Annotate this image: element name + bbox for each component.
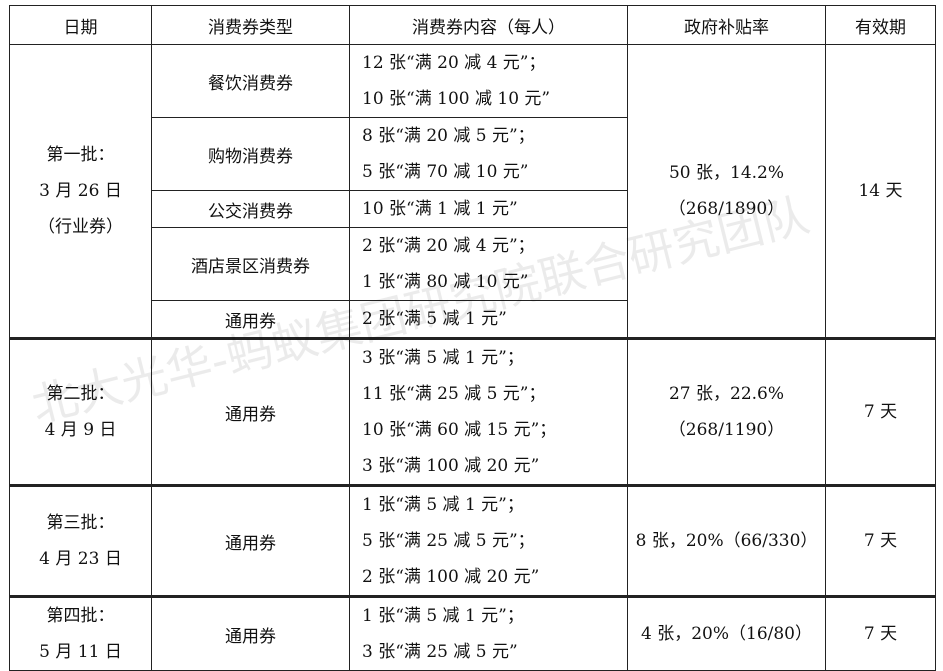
date-line: 第二批： [46,384,115,404]
batch4-validity: 7 天 [825,595,936,671]
content-line: 10 张“满 1 减 1 元” [362,199,518,219]
coupon-type: 购物消费券 [151,117,350,191]
batch3-validity: 7 天 [825,484,936,597]
content-line: 5 张“满 70 减 10 元” [362,162,529,182]
batch4-subsidy: 4 张，20%（16/80） [627,595,826,671]
content-line: 1 张“满 5 减 1 元”； [362,606,524,626]
batch2-date: 第二批： 4 月 9 日 [9,337,152,486]
coupon-content: 1 张“满 5 减 1 元”； 5 张“满 25 减 5 元”； 2 张“满 100… [349,484,628,597]
table-row: 第一批： 3 月 26 日 （行业券） 餐饮消费券 12 张“满 20 减 4 … [9,44,936,339]
date-line: 第四批： [46,606,115,626]
table-row: 第四批： 5 月 11 日 通用券 1 张“满 5 减 1 元”； 3 张“满 25… [9,595,936,671]
content-line: 10 张“满 100 减 10 元” [362,89,551,109]
subsidy-line: 50 张，14.2% [668,163,785,183]
coupon-content: 2 张“满 5 减 1 元” [349,300,628,339]
coupon-content: 10 张“满 1 减 1 元” [349,190,628,228]
table-row: 第三批： 4 月 23 日 通用券 1 张“满 5 减 1 元”； 5 张“满 25… [9,484,936,597]
content-line: 10 张“满 60 减 15 元”； [362,420,557,440]
table-row: 公交消费券 10 张“满 1 减 1 元” [10,190,936,228]
coupon-content: 1 张“满 5 减 1 元”； 3 张“满 25 减 5 元” [349,595,628,671]
header-subsidy: 政府补贴率 [627,5,826,45]
content-line: 12 张“满 20 减 4 元”； [362,53,546,73]
batch1-validity: 14 天 [825,44,936,339]
coupon-content: 8 张“满 20 减 5 元”； 5 张“满 70 减 10 元” [349,117,628,191]
coupon-content: 12 张“满 20 减 4 元”； 10 张“满 100 减 10 元” [349,44,628,118]
date-line: 4 月 9 日 [44,420,117,440]
coupon-type: 通用券 [151,337,350,486]
batch3-subsidy: 8 张，20%（66/330） [627,484,826,597]
content-line: 3 张“满 100 减 20 元” [362,456,540,476]
content-line: 3 张“满 5 减 1 元”； [362,348,524,368]
content-line: 1 张“满 80 减 10 元” [362,272,529,292]
batch2-validity: 7 天 [825,337,936,486]
coupon-type: 通用券 [151,484,350,597]
table-row: 通用券 2 张“满 5 减 1 元” [10,300,936,339]
date-line: 4 月 23 日 [39,549,122,569]
header-validity: 有效期 [825,5,936,45]
content-line: 1 张“满 5 减 1 元”； [362,495,524,515]
coupon-type: 通用券 [151,300,350,339]
batch3-date: 第三批： 4 月 23 日 [9,484,152,597]
date-line: 5 月 11 日 [39,642,122,662]
batch1-date: 第一批： 3 月 26 日 （行业券） [9,44,152,339]
subsidy-line: （268/1190） [668,420,785,440]
batch1-subsidy: 50 张，14.2% （268/1890） [627,44,826,339]
content-line: 2 张“满 100 减 20 元” [362,567,540,587]
content-line: 8 张“满 20 减 5 元”； [362,126,535,146]
header-row: 日期 消费券类型 消费券内容（每人） 政府补贴率 有效期 [9,5,936,45]
batch4-date: 第四批： 5 月 11 日 [9,595,152,671]
header-date: 日期 [9,5,152,45]
coupon-type: 公交消费券 [151,190,350,228]
date-line: 3 月 26 日 [39,181,122,201]
subsidy-line: （268/1890） [668,199,785,219]
table-row: 第二批： 4 月 9 日 通用券 3 张“满 5 减 1 元”； 11 张“满 25… [9,337,936,486]
table-row: 酒店景区消费券 2 张“满 20 减 4 元”； 1 张“满 80 减 10 元” [10,227,936,301]
subsidy-line: 27 张，22.6% [668,384,785,404]
content-line: 2 张“满 5 减 1 元” [362,309,507,329]
coupon-type: 餐饮消费券 [151,44,350,118]
coupon-type: 通用券 [151,595,350,671]
coupon-table: 日期 消费券类型 消费券内容（每人） 政府补贴率 有效期 第一批： 3 月 26… [9,5,936,671]
date-line: （行业券） [38,217,123,237]
content-line: 2 张“满 20 减 4 元”； [362,236,535,256]
coupon-type: 酒店景区消费券 [151,227,350,301]
content-line: 11 张“满 25 减 5 元”； [362,384,546,404]
date-line: 第三批： [46,513,115,533]
content-line: 5 张“满 25 减 5 元”； [362,531,535,551]
date-line: 第一批： [46,145,115,165]
content-line: 3 张“满 25 减 5 元” [362,642,518,662]
coupon-content: 2 张“满 20 减 4 元”； 1 张“满 80 减 10 元” [349,227,628,301]
table-row: 购物消费券 8 张“满 20 减 5 元”； 5 张“满 70 减 10 元” [10,117,936,191]
header-type: 消费券类型 [151,5,350,45]
coupon-content: 3 张“满 5 减 1 元”； 11 张“满 25 减 5 元”； 10 张“满 6… [349,337,628,486]
header-content: 消费券内容（每人） [349,5,628,45]
batch2-subsidy: 27 张，22.6% （268/1190） [627,337,826,486]
